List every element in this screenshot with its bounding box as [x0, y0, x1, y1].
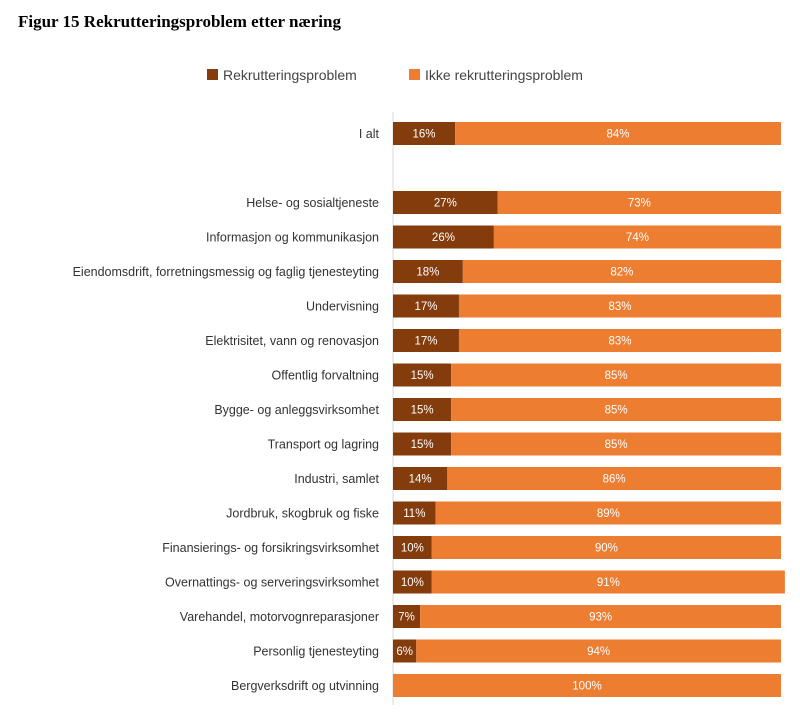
category-label-industri-samlet: Industri, samlet [294, 472, 379, 486]
data-label-ikke-rekrutteringsproblem-undervisning: 83% [608, 301, 631, 313]
bar-rekrutteringsproblem-i-alt [393, 122, 456, 145]
data-label-rekrutteringsproblem-informasjon-og-kommunikasjon: 26% [432, 232, 455, 244]
data-label-ikke-rekrutteringsproblem-helse-og-sosialtjeneste: 73% [628, 198, 651, 210]
bar-ikke-rekrutteringsproblem-bergverksdrift-og-utvinning [393, 674, 781, 697]
category-label-finansierings-og-forsikringsvirksomhet: Finansierings- og forsikringsvirksomhet [162, 541, 379, 555]
bar-ikke-rekrutteringsproblem-undervisning [458, 294, 781, 318]
bar-ikke-rekrutteringsproblem-offentlig-forvaltning [451, 363, 781, 387]
data-label-ikke-rekrutteringsproblem-finansierings-og-forsikringsvirksomhet: 90% [595, 543, 618, 555]
bar-rekrutteringsproblem-finansierings-og-forsikringsvirksomhet [393, 536, 432, 559]
data-label-rekrutteringsproblem-overnattings-og-serveringsvirksomhet: 10% [401, 577, 424, 589]
category-label-eiendomsdrift-forretningsmessig-og-faglig-tjenesteyting: Eiendomsdrift, forretningsmessig og fagl… [73, 265, 379, 279]
data-label-ikke-rekrutteringsproblem-eiendomsdrift-forretningsmessig-og-faglig-tjenesteyting: 82% [610, 267, 633, 279]
bar-rekrutteringsproblem-jordbruk-skogbruk-og-fiske [393, 501, 436, 525]
chart-title: Figur 15 Rekrutteringsproblem etter næri… [18, 12, 341, 31]
bar-rekrutteringsproblem-offentlig-forvaltning [393, 363, 452, 387]
legend-swatch-ikke-rekrutteringsproblem [409, 69, 420, 80]
data-label-rekrutteringsproblem-bygge-og-anleggsvirksomhet: 15% [411, 405, 434, 417]
bar-rekrutteringsproblem-personlig-tjenesteyting [393, 639, 417, 663]
data-label-rekrutteringsproblem-personlig-tjenesteyting: 6% [396, 646, 413, 658]
bar-ikke-rekrutteringsproblem-informasjon-og-kommunikasjon [493, 225, 781, 249]
category-label-overnattings-og-serveringsvirksomhet: Overnattings- og serveringsvirksomhet [165, 576, 379, 590]
category-label-offentlig-forvaltning: Offentlig forvaltning [272, 369, 380, 383]
data-label-rekrutteringsproblem-varehandel-motorvognreparasjoner: 7% [398, 612, 415, 624]
bar-ikke-rekrutteringsproblem-industri-samlet [447, 467, 781, 490]
bar-rekrutteringsproblem-undervisning [393, 294, 459, 318]
bar-rekrutteringsproblem-elektrisitet-vann-og-renovasjon [393, 329, 459, 352]
bar-rekrutteringsproblem-helse-og-sosialtjeneste [393, 191, 498, 214]
bar-ikke-rekrutteringsproblem-personlig-tjenesteyting [416, 639, 781, 663]
data-label-ikke-rekrutteringsproblem-personlig-tjenesteyting: 94% [587, 646, 610, 658]
data-label-rekrutteringsproblem-i-alt: 16% [413, 129, 436, 141]
bar-ikke-rekrutteringsproblem-bygge-og-anleggsvirksomhet [451, 398, 781, 421]
legend-swatch-rekrutteringsproblem [207, 69, 218, 80]
bar-rekrutteringsproblem-varehandel-motorvognreparasjoner [393, 605, 421, 628]
legend-label-rekrutteringsproblem: Rekrutteringsproblem [223, 67, 357, 83]
data-label-ikke-rekrutteringsproblem-offentlig-forvaltning: 85% [605, 370, 628, 382]
data-label-rekrutteringsproblem-finansierings-og-forsikringsvirksomhet: 10% [401, 543, 424, 555]
data-label-ikke-rekrutteringsproblem-varehandel-motorvognreparasjoner: 93% [589, 612, 612, 624]
bar-rekrutteringsproblem-overnattings-og-serveringsvirksomhet [393, 570, 432, 594]
bar-ikke-rekrutteringsproblem-transport-og-lagring [451, 432, 781, 456]
bar-ikke-rekrutteringsproblem-overnattings-og-serveringsvirksomhet [431, 570, 785, 594]
category-label-varehandel-motorvognreparasjoner: Varehandel, motorvognreparasjoner [180, 610, 379, 624]
bar-ikke-rekrutteringsproblem-finansierings-og-forsikringsvirksomhet [431, 536, 781, 559]
category-label-i-alt: I alt [359, 127, 380, 141]
data-label-rekrutteringsproblem-eiendomsdrift-forretningsmessig-og-faglig-tjenesteyting: 18% [416, 267, 439, 279]
bar-rekrutteringsproblem-industri-samlet [393, 467, 448, 490]
data-label-ikke-rekrutteringsproblem-bygge-og-anleggsvirksomhet: 85% [605, 405, 628, 417]
category-label-informasjon-og-kommunikasjon: Informasjon og kommunikasjon [206, 231, 379, 245]
data-label-ikke-rekrutteringsproblem-industri-samlet: 86% [603, 474, 626, 486]
bar-rekrutteringsproblem-transport-og-lagring [393, 432, 452, 456]
bar-rekrutteringsproblem-informasjon-og-kommunikasjon [393, 225, 494, 249]
bar-ikke-rekrutteringsproblem-i-alt [455, 122, 781, 145]
data-label-rekrutteringsproblem-industri-samlet: 14% [409, 474, 432, 486]
category-label-elektrisitet-vann-og-renovasjon: Elektrisitet, vann og renovasjon [205, 334, 379, 348]
category-label-personlig-tjenesteyting: Personlig tjenesteyting [253, 645, 379, 659]
data-label-rekrutteringsproblem-undervisning: 17% [414, 301, 437, 313]
category-label-bergverksdrift-og-utvinning: Bergverksdrift og utvinning [231, 679, 379, 693]
data-label-ikke-rekrutteringsproblem-elektrisitet-vann-og-renovasjon: 83% [608, 336, 631, 348]
data-label-ikke-rekrutteringsproblem-bergverksdrift-og-utvinning: 100% [572, 681, 601, 693]
data-label-ikke-rekrutteringsproblem-overnattings-og-serveringsvirksomhet: 91% [597, 577, 620, 589]
bar-rekrutteringsproblem-bygge-og-anleggsvirksomhet [393, 398, 452, 421]
bar-ikke-rekrutteringsproblem-eiendomsdrift-forretningsmessig-og-faglig-tjenesteyting [462, 260, 781, 283]
category-label-transport-og-lagring: Transport og lagring [268, 438, 379, 452]
data-label-rekrutteringsproblem-elektrisitet-vann-og-renovasjon: 17% [414, 336, 437, 348]
category-label-jordbruk-skogbruk-og-fiske: Jordbruk, skogbruk og fiske [226, 507, 379, 521]
category-label-undervisning: Undervisning [306, 300, 379, 314]
bar-ikke-rekrutteringsproblem-jordbruk-skogbruk-og-fiske [435, 501, 781, 525]
bar-rekrutteringsproblem-eiendomsdrift-forretningsmessig-og-faglig-tjenesteyting [393, 260, 463, 283]
bar-ikke-rekrutteringsproblem-helse-og-sosialtjeneste [497, 191, 781, 214]
data-label-rekrutteringsproblem-jordbruk-skogbruk-og-fiske: 11% [403, 508, 425, 520]
data-label-rekrutteringsproblem-helse-og-sosialtjeneste: 27% [434, 198, 457, 210]
data-label-ikke-rekrutteringsproblem-jordbruk-skogbruk-og-fiske: 89% [597, 508, 620, 520]
category-label-bygge-og-anleggsvirksomhet: Bygge- og anleggsvirksomhet [214, 403, 379, 417]
legend-label-ikke-rekrutteringsproblem: Ikke rekrutteringsproblem [425, 67, 583, 83]
category-label-helse-og-sosialtjeneste: Helse- og sosialtjeneste [246, 196, 379, 210]
bar-ikke-rekrutteringsproblem-elektrisitet-vann-og-renovasjon [458, 329, 781, 352]
data-label-ikke-rekrutteringsproblem-i-alt: 84% [607, 129, 630, 141]
data-label-ikke-rekrutteringsproblem-informasjon-og-kommunikasjon: 74% [626, 232, 649, 244]
data-label-rekrutteringsproblem-transport-og-lagring: 15% [411, 439, 434, 451]
data-label-ikke-rekrutteringsproblem-transport-og-lagring: 85% [605, 439, 628, 451]
bar-ikke-rekrutteringsproblem-varehandel-motorvognreparasjoner [420, 605, 781, 628]
data-label-rekrutteringsproblem-offentlig-forvaltning: 15% [411, 370, 434, 382]
